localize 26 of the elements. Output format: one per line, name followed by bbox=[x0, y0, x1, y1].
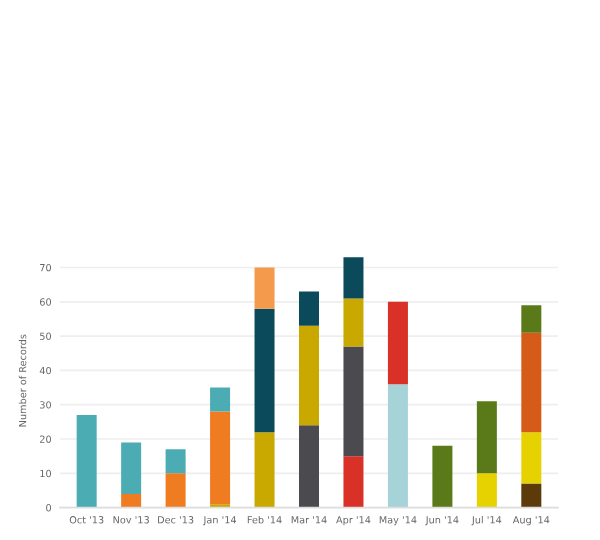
bar bbox=[521, 305, 542, 333]
bar bbox=[299, 425, 319, 508]
bar bbox=[476, 401, 497, 474]
bar bbox=[343, 456, 364, 508]
bar bbox=[299, 291, 319, 326]
bar bbox=[521, 483, 542, 508]
bar bbox=[343, 298, 364, 347]
bar bbox=[210, 411, 231, 505]
bar bbox=[254, 432, 275, 508]
bar bbox=[121, 442, 142, 494]
bar bbox=[387, 384, 408, 508]
bar bbox=[387, 301, 408, 385]
bar bbox=[476, 473, 497, 508]
bar bbox=[76, 415, 97, 508]
bar bbox=[254, 308, 275, 433]
bar bbox=[121, 493, 142, 508]
bar bbox=[521, 432, 542, 484]
bar bbox=[343, 346, 364, 457]
bar bbox=[432, 445, 453, 508]
bar bbox=[254, 267, 275, 309]
bar bbox=[165, 449, 186, 474]
bar bbox=[210, 387, 231, 412]
bar bbox=[165, 473, 186, 508]
bar bbox=[521, 332, 542, 433]
bar bbox=[343, 257, 364, 299]
bar bbox=[299, 325, 319, 426]
